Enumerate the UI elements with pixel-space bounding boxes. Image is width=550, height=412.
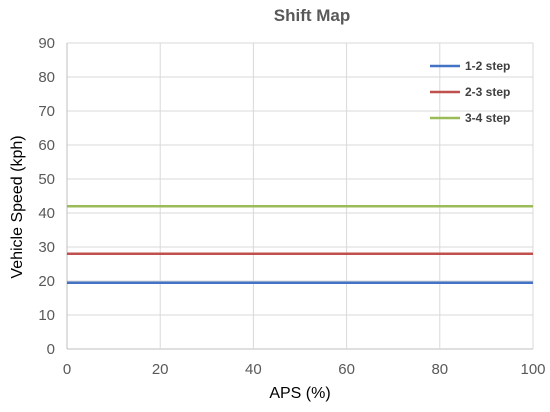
y-tick-label: 60 — [38, 137, 55, 154]
x-tick-label: 0 — [63, 361, 71, 378]
y-tick-label: 40 — [38, 205, 55, 222]
legend: 1-2 step 2-3 step 3-4 step — [430, 59, 510, 125]
chart-title: Shift Map — [274, 6, 351, 25]
x-tick-label: 60 — [338, 361, 355, 378]
y-tick-label: 30 — [38, 239, 55, 256]
y-tick-label: 0 — [47, 341, 55, 358]
tick-labels: 0 10 20 30 40 50 60 70 80 90 0 20 40 60 80 100 — [38, 35, 545, 378]
y-tick-label: 20 — [38, 273, 55, 290]
x-tick-label: 100 — [520, 361, 545, 378]
grid-layer — [66, 42, 534, 350]
x-axis-title: APS (%) — [269, 385, 330, 402]
x-tick-label: 80 — [431, 361, 448, 378]
y-tick-label: 70 — [38, 103, 55, 120]
legend-label: 3-4 step — [465, 111, 510, 125]
y-tick-label: 90 — [38, 35, 55, 52]
y-tick-label: 10 — [38, 307, 55, 324]
legend-label: 2-3 step — [465, 85, 510, 99]
y-tick-label: 80 — [38, 69, 55, 86]
legend-label: 1-2 step — [465, 59, 510, 73]
x-tick-label: 20 — [152, 361, 169, 378]
x-tick-label: 40 — [245, 361, 262, 378]
series-layer — [67, 204, 533, 284]
y-tick-label: 50 — [38, 171, 55, 188]
y-axis-title: Vehicle Speed (kph) — [9, 135, 26, 278]
